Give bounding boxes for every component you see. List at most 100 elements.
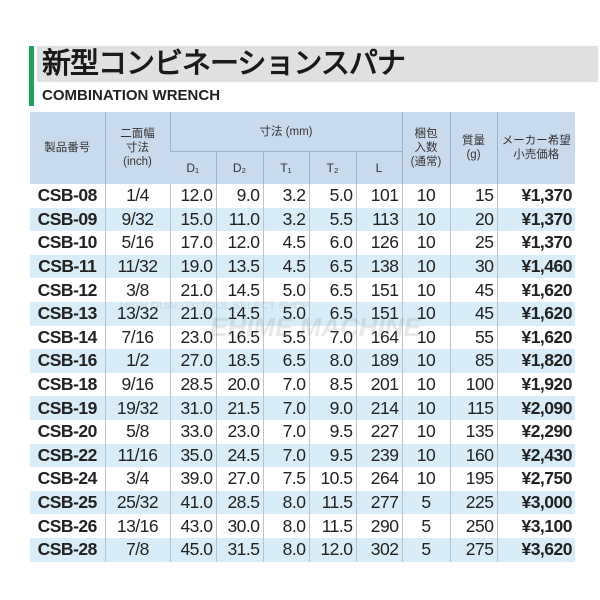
page-title: 新型コンビネーションスパナ	[42, 48, 406, 80]
cell-length: 302	[355, 537, 402, 562]
cell-pack-qty: 10	[401, 278, 450, 302]
header-size-inch: 二面幅 寸法 (inch)	[104, 112, 170, 184]
table-row: CSB-12 3/8 21.0 14.5 5.0 6.5 151 10 45 ¥1,620	[30, 278, 575, 302]
cell-part-number: CSB-25	[30, 490, 105, 515]
cell-d1: 33.0	[169, 419, 216, 444]
cell-price: ¥2,290	[496, 419, 575, 444]
cell-mass: 30	[449, 254, 497, 279]
header-l: L	[355, 151, 402, 184]
cell-price: ¥2,090	[496, 396, 575, 420]
cell-d1: 17.0	[169, 231, 216, 255]
cell-mass: 275	[449, 537, 497, 562]
cell-length: 126	[355, 231, 402, 255]
cell-mass: 20	[449, 207, 497, 232]
cell-length: 101	[355, 184, 402, 208]
cell-t1: 5.0	[262, 301, 309, 326]
cell-t1: 7.0	[262, 372, 309, 397]
cell-part-number: CSB-08	[37, 185, 98, 206]
cell-size-inch: 1/4	[104, 184, 170, 208]
cell-pack-qty: 10	[401, 349, 450, 373]
cell-d1: 45.0	[169, 537, 216, 562]
cell-part-number: CSB-26	[37, 515, 98, 536]
cell-t1: 4.5	[262, 231, 309, 255]
cell-t2: 9.0	[308, 396, 356, 420]
cell-t1: 7.0	[262, 443, 309, 468]
cell-d1: 35.0	[169, 443, 216, 468]
cell-length: 151	[355, 278, 402, 302]
cell-d2: 28.5	[215, 490, 263, 515]
header-mass: 質量 (g)	[449, 112, 497, 184]
cell-price: ¥3,000	[496, 490, 575, 515]
table-row: CSB-28 7/8 45.0 31.5 8.0 12.0 302 5 275 ¥3,620	[30, 537, 575, 562]
cell-pack-qty: 10	[401, 231, 450, 255]
cell-d2: 13.5	[215, 254, 263, 279]
cell-size-inch: 3/8	[104, 278, 170, 302]
cell-part-number: CSB-14	[37, 326, 98, 347]
cell-d1: 28.5	[169, 372, 216, 397]
cell-t1: 4.5	[262, 254, 309, 279]
cell-price: ¥1,820	[496, 349, 575, 373]
table-row: CSB-10 5/16 17.0 12.0 4.5 6.0 126 10 25 ¥1,370	[30, 231, 575, 255]
cell-length: 214	[355, 396, 402, 420]
header-t2: T₂	[308, 151, 356, 184]
cell-d1: 41.0	[169, 490, 216, 515]
cell-pack-qty: 5	[401, 514, 450, 538]
table-row: CSB-14 7/16 23.0 16.5 5.5 7.0 164 10 55 ¥1,620	[30, 325, 575, 350]
cell-length: 290	[355, 514, 402, 538]
cell-d2: 14.5	[215, 278, 263, 302]
header-part-number: 製品番号	[30, 112, 105, 184]
cell-d2: 21.5	[215, 396, 263, 420]
cell-t1: 5.5	[262, 325, 309, 350]
header-dimensions: 寸法 (mm)	[169, 112, 402, 152]
cell-length: 239	[355, 443, 402, 468]
cell-size-inch: 13/32	[104, 301, 170, 326]
cell-size-inch: 19/32	[104, 396, 170, 420]
cell-price: ¥1,620	[496, 278, 575, 302]
cell-pack-qty: 5	[401, 490, 450, 515]
cell-t2: 5.5	[308, 207, 356, 232]
cell-mass: 160	[449, 443, 497, 468]
cell-price: ¥1,460	[496, 254, 575, 279]
cell-t2: 8.0	[308, 349, 356, 373]
table-row: CSB-26 13/16 43.0 30.0 8.0 11.5 290 5 250 ¥3,100	[30, 514, 575, 538]
cell-d2: 30.0	[215, 514, 263, 538]
header-d1: D₁	[170, 151, 216, 184]
cell-d2: 23.0	[215, 419, 263, 444]
cell-d2: 27.0	[215, 467, 263, 491]
cell-part-number: CSB-16	[30, 349, 105, 373]
cell-pack-qty: 10	[401, 396, 450, 420]
cell-size-inch: 11/32	[104, 254, 170, 279]
cell-price: ¥1,620	[496, 325, 575, 350]
page-subtitle: COMBINATION WRENCH	[42, 87, 221, 104]
cell-t2: 9.5	[308, 443, 356, 468]
cell-size-inch: 11/16	[104, 443, 170, 468]
table-row: CSB-25 25/32 41.0 28.5 8.0 11.5 277 5 225 ¥3,000	[30, 490, 575, 515]
cell-size-inch: 7/16	[104, 325, 170, 350]
cell-t2: 9.5	[308, 419, 356, 444]
cell-t1: 7.0	[262, 396, 309, 420]
cell-length: 201	[355, 372, 402, 397]
cell-size-inch: 9/32	[104, 207, 170, 232]
table-row: CSB-08 1/4 12.0 9.0 3.2 5.0 101 10 15 ¥1,370	[30, 184, 575, 208]
table-row: CSB-24 3/4 39.0 27.0 7.5 10.5 264 10 195 ¥2,750	[30, 467, 575, 491]
cell-length: 264	[355, 467, 402, 491]
table-row: CSB-13 13/32 21.0 14.5 5.0 6.5 151 10 45 ¥1,620	[30, 301, 575, 326]
cell-pack-qty: 10	[401, 184, 450, 208]
cell-size-inch: 7/8	[104, 537, 170, 562]
cell-d2: 16.5	[215, 325, 263, 350]
cell-t1: 3.2	[262, 184, 309, 208]
cell-d1: 21.0	[169, 301, 216, 326]
cell-t2: 8.5	[308, 372, 356, 397]
cell-d2: 14.5	[215, 301, 263, 326]
cell-pack-qty: 10	[401, 372, 450, 397]
cell-mass: 55	[449, 325, 497, 350]
cell-d2: 9.0	[215, 184, 263, 208]
header-d2: D₂	[215, 151, 263, 184]
cell-t2: 6.0	[308, 231, 356, 255]
cell-t2: 10.5	[308, 467, 356, 491]
cell-mass: 250	[449, 514, 497, 538]
table-row: CSB-16 1/2 27.0 18.5 6.5 8.0 189 10 85 ¥1,820	[30, 349, 575, 373]
cell-price: ¥1,620	[496, 301, 575, 326]
cell-t2: 11.5	[308, 490, 356, 515]
cell-d2: 31.5	[215, 537, 263, 562]
